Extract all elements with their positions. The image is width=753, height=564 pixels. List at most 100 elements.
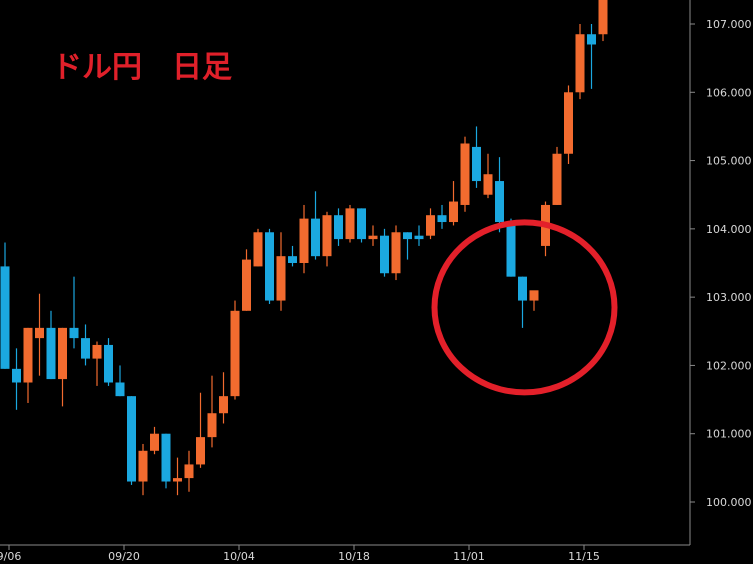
- candle: [196, 392, 205, 468]
- candle: [46, 310, 56, 380]
- x-tick-label: 09/20: [108, 550, 140, 563]
- candle-body: [426, 215, 435, 236]
- candle-body: [230, 310, 240, 397]
- candle: [127, 396, 136, 485]
- candle: [23, 327, 33, 403]
- candle: [449, 181, 458, 226]
- candle: [322, 211, 332, 267]
- x-tick-label: 10/04: [223, 550, 255, 563]
- candle-body: [391, 232, 401, 274]
- x-tick-label: 9/06: [0, 550, 21, 563]
- candle: [345, 204, 355, 243]
- candle: [161, 433, 171, 489]
- candle-body: [334, 215, 343, 240]
- candle: [403, 232, 412, 260]
- candle: [81, 324, 90, 366]
- candle: [414, 225, 424, 246]
- y-tick-label: 100.000: [706, 496, 752, 509]
- candle-body: [81, 338, 90, 359]
- candle: [230, 300, 240, 400]
- candle-body: [69, 327, 79, 339]
- candle-body: [58, 327, 67, 380]
- candle: [104, 338, 113, 386]
- y-tick-label: 106.000: [706, 86, 752, 99]
- candle: [184, 450, 194, 492]
- x-tick-label: 11/15: [568, 550, 600, 563]
- candle-body: [253, 232, 263, 267]
- candle-body: [0, 266, 10, 369]
- candle: [391, 225, 401, 281]
- candle-body: [311, 218, 320, 257]
- candle-body: [23, 327, 33, 383]
- candle-body: [518, 276, 527, 301]
- candle-body: [495, 181, 504, 223]
- candle: [299, 204, 309, 274]
- candle-body: [529, 290, 539, 301]
- candle-body: [92, 344, 102, 359]
- candle-body: [299, 218, 309, 263]
- candle-body: [472, 146, 481, 182]
- candle: [472, 126, 481, 188]
- x-tick-label: 11/01: [453, 550, 485, 563]
- candle: [276, 232, 286, 311]
- candle: [368, 225, 378, 246]
- candle: [288, 245, 297, 267]
- candle-body: [322, 215, 332, 257]
- candle-body: [265, 232, 274, 301]
- candle-body: [587, 34, 596, 45]
- candle: [242, 249, 251, 311]
- candle-body: [368, 235, 378, 240]
- candle-body: [161, 433, 171, 482]
- candle: [483, 153, 493, 199]
- y-tick-label: 103.000: [706, 291, 752, 304]
- candle-body: [196, 437, 205, 465]
- candle: [150, 426, 159, 455]
- candle: [311, 191, 320, 260]
- candle-body: [150, 433, 159, 451]
- candle-body: [242, 259, 251, 311]
- candle: [58, 327, 67, 407]
- candle: [460, 136, 470, 212]
- candle: [518, 276, 527, 328]
- candle: [575, 24, 585, 100]
- y-tick-label: 105.000: [706, 155, 752, 168]
- candle: [12, 348, 21, 410]
- y-tick-label: 101.000: [706, 428, 752, 441]
- candle: [506, 218, 516, 277]
- annotation-group: [431, 219, 618, 396]
- candle: [437, 204, 447, 229]
- candles-group: [0, 0, 608, 496]
- candle: [334, 208, 343, 246]
- candle: [207, 375, 217, 448]
- candle-body: [357, 208, 366, 240]
- candle: [495, 157, 504, 233]
- candle-body: [506, 222, 516, 277]
- candle-body: [46, 327, 56, 380]
- candle-body: [552, 153, 562, 205]
- candle: [92, 341, 102, 386]
- candle-body: [575, 34, 585, 93]
- x-tick-label: 10/18: [338, 550, 370, 563]
- candle-body: [35, 327, 44, 339]
- candle-body: [598, 0, 608, 35]
- chart-title: ドル円 日足: [52, 50, 232, 85]
- candle: [564, 85, 573, 164]
- candle-body: [564, 92, 573, 154]
- candle: [219, 372, 228, 424]
- candle-body: [207, 413, 217, 438]
- candle-body: [380, 235, 389, 274]
- candle-body: [219, 396, 228, 414]
- candle: [115, 365, 125, 397]
- candle: [253, 228, 263, 267]
- candle-body: [437, 215, 447, 223]
- candle: [598, 0, 608, 42]
- candle: [138, 443, 148, 496]
- candle: [552, 146, 562, 205]
- candle-body: [173, 478, 182, 482]
- y-tick-label: 102.000: [706, 359, 752, 372]
- candle-body: [288, 256, 297, 263]
- candle: [35, 293, 44, 376]
